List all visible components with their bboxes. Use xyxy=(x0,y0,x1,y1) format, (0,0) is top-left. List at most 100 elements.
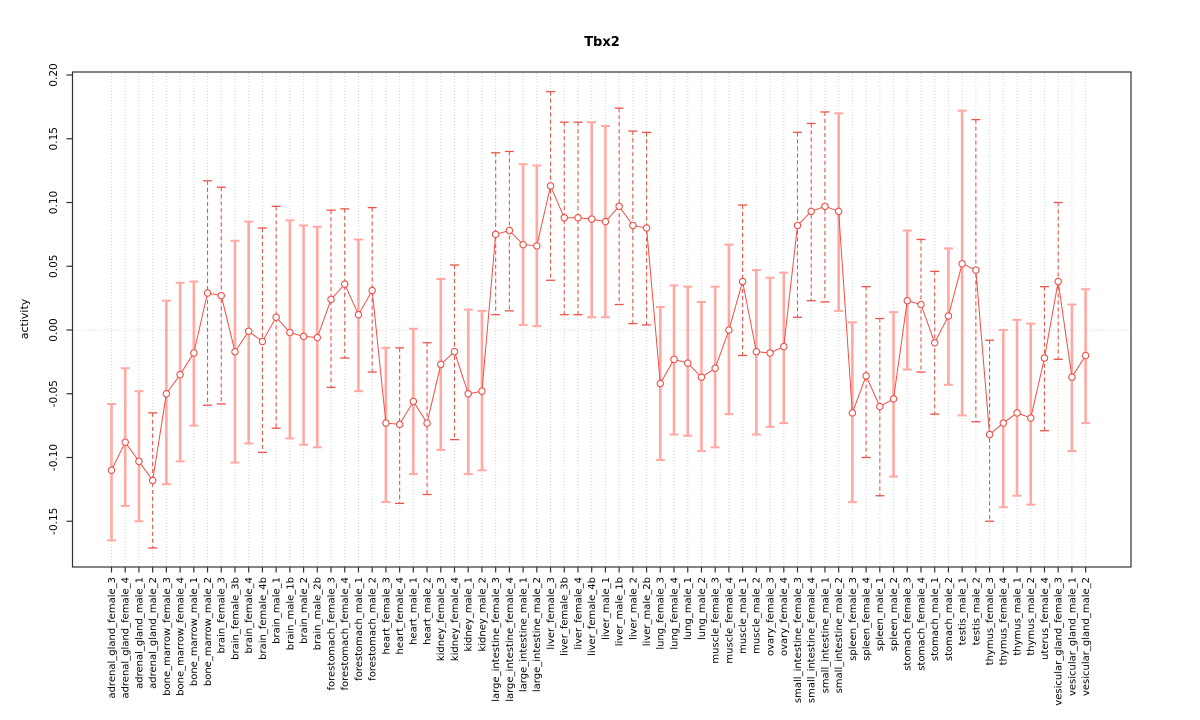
x-tick-label: brain_male_1 xyxy=(272,577,283,644)
x-tick-label: brain_female_4 xyxy=(244,577,255,654)
x-tick-label: thymus_female_4 xyxy=(999,577,1010,665)
x-tick-label: large_intestine_female_4 xyxy=(505,577,516,702)
data-point xyxy=(862,372,870,380)
data-point xyxy=(821,202,829,211)
data-point xyxy=(999,419,1008,427)
data-point xyxy=(876,402,884,411)
data-point xyxy=(519,240,527,249)
x-tick-label: liver_female_4 xyxy=(573,577,584,650)
data-point xyxy=(793,221,802,230)
data-point xyxy=(1040,354,1049,362)
data-point xyxy=(656,379,665,388)
x-tick-label: vesicular_gland_male_2 xyxy=(1081,577,1092,696)
data-point xyxy=(244,327,253,336)
x-tick-label: spleen_male_1 xyxy=(875,577,886,651)
data-point xyxy=(629,221,637,230)
x-tick-label: thymus_female_3 xyxy=(985,577,996,665)
x-tick-label: kidney_male_1 xyxy=(464,577,475,652)
x-tick-label: kidney_female_3 xyxy=(436,577,447,661)
data-point xyxy=(972,266,980,274)
x-tick-label: adrenal_gland_female_4 xyxy=(121,577,132,699)
x-tick-label: muscle_male_1 xyxy=(738,577,749,654)
x-tick-label: brain_male_1b xyxy=(285,577,296,650)
data-point xyxy=(217,291,226,300)
series-line xyxy=(111,184,1087,482)
data-point xyxy=(121,438,129,446)
data-point xyxy=(135,457,143,466)
data-point xyxy=(533,242,541,250)
grid-layer xyxy=(73,73,1130,566)
x-tick-label: liver_female_3 xyxy=(546,577,557,650)
data-point xyxy=(176,370,184,379)
data-point xyxy=(615,202,623,211)
x-tick-label: forestomach_female_4 xyxy=(340,577,351,690)
x-tick-label: liver_female_3b xyxy=(560,577,571,656)
data-point xyxy=(450,347,459,356)
data-point xyxy=(848,409,857,417)
x-tick-label: brain_male_2b xyxy=(313,577,324,650)
x-tick-label: lung_male_2 xyxy=(697,577,708,640)
data-point xyxy=(423,419,431,427)
data-point xyxy=(464,389,472,398)
data-point xyxy=(958,259,966,268)
x-tick-label: testis_male_2 xyxy=(971,577,982,645)
x-tick-label: brain_female_3 xyxy=(217,577,228,654)
data-point xyxy=(711,364,719,372)
x-tick-label: spleen_male_2 xyxy=(889,577,900,651)
x-tick-label: liver_female_4b xyxy=(587,577,598,656)
x-tick-label: heart_female_4 xyxy=(395,577,406,655)
data-point xyxy=(148,476,157,485)
data-point xyxy=(670,355,678,364)
data-point xyxy=(807,207,815,216)
axis-layer: -0.15 -0.10 -0.05 0.00 0.05 0.10 0.15 0.20 adren… xyxy=(48,63,1132,706)
x-tick-label: heart_male_2 xyxy=(422,577,433,645)
x-tick-label: spleen_female_3 xyxy=(848,577,859,661)
data-point xyxy=(409,397,418,406)
x-tick-label: liver_male_2 xyxy=(628,577,639,640)
data-point xyxy=(642,224,651,232)
x-tick-label: testis_male_1 xyxy=(958,577,969,645)
data-point xyxy=(107,466,116,474)
x-tick-label: heart_male_1 xyxy=(409,577,420,645)
x-tick-label: brain_male_2 xyxy=(299,577,310,644)
data-point xyxy=(1081,351,1090,360)
x-tick-label: thymus_male_1 xyxy=(1012,577,1023,656)
x-tick-label: bone_marrow_female_3 xyxy=(162,577,173,696)
data-point xyxy=(313,333,322,342)
x-tick-label: adrenal_gland_male_1 xyxy=(134,577,145,689)
data-point xyxy=(780,342,788,351)
x-tick-label: ovary_female_3 xyxy=(765,577,776,656)
data-point xyxy=(738,277,747,286)
x-tick-label: brain_female_4b xyxy=(258,577,269,660)
x-tick-label: liver_male_1b xyxy=(615,577,626,646)
data-point xyxy=(917,300,925,309)
x-tick-label: vesicular_gland_male_1 xyxy=(1067,577,1078,696)
series-line-layer xyxy=(111,184,1087,482)
data-point xyxy=(1026,414,1035,422)
y-tick-label: 0.00 xyxy=(48,318,60,341)
x-tick-label: forestomach_female_3 xyxy=(326,577,337,690)
data-point xyxy=(382,419,390,427)
y-tick-label: 0.20 xyxy=(48,63,60,86)
data-point xyxy=(327,295,335,304)
data-point xyxy=(1013,409,1021,417)
x-tick-label: spleen_female_4 xyxy=(862,577,873,661)
x-tick-label: adrenal_gland_female_3 xyxy=(107,577,118,699)
errorbar-layer xyxy=(107,90,1091,549)
x-tick-label: stomach_male_1 xyxy=(930,577,941,661)
data-point xyxy=(601,217,610,226)
data-point xyxy=(1068,373,1076,381)
data-point xyxy=(491,230,500,239)
x-tick-label: forestomach_male_1 xyxy=(354,577,365,681)
x-tick-label: thymus_male_2 xyxy=(1026,577,1037,656)
x-tick-label: small_intestine_female_4 xyxy=(807,577,818,703)
x-tick-label: lung_male_1 xyxy=(683,577,694,640)
x-tick-label: stomach_female_3 xyxy=(903,577,914,671)
data-point xyxy=(231,347,239,356)
x-tick-label: brain_female_3b xyxy=(230,577,241,660)
data-point xyxy=(725,326,733,334)
data-point xyxy=(985,430,994,439)
data-point xyxy=(944,312,953,320)
